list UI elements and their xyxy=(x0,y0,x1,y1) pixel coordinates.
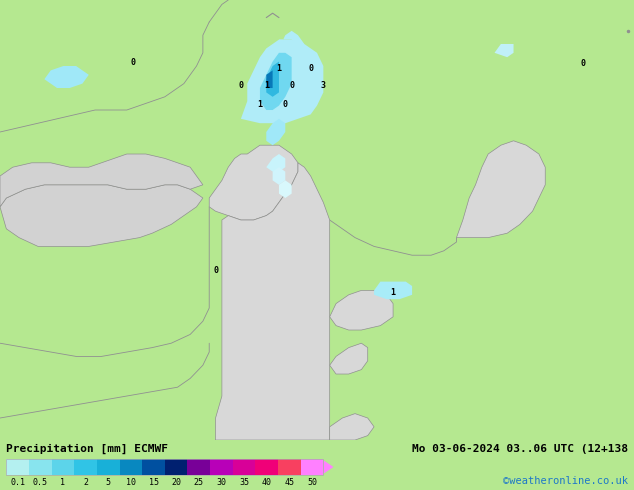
Polygon shape xyxy=(330,414,374,440)
Text: Mo 03-06-2024 03..06 UTC (12+138: Mo 03-06-2024 03..06 UTC (12+138 xyxy=(411,444,628,454)
Polygon shape xyxy=(0,185,203,246)
Bar xyxy=(29,459,51,475)
Text: 0: 0 xyxy=(283,100,288,109)
Polygon shape xyxy=(0,154,203,207)
Bar xyxy=(120,459,142,475)
Polygon shape xyxy=(209,145,298,220)
Text: 0: 0 xyxy=(238,81,243,90)
Text: 0.5: 0.5 xyxy=(33,477,48,487)
Polygon shape xyxy=(374,282,412,299)
Bar xyxy=(74,459,97,475)
Bar xyxy=(51,459,74,475)
Text: 1: 1 xyxy=(276,64,281,73)
Text: 40: 40 xyxy=(262,477,272,487)
Text: 1: 1 xyxy=(60,477,65,487)
Bar xyxy=(256,459,278,475)
Polygon shape xyxy=(279,180,292,198)
Text: 30: 30 xyxy=(216,477,226,487)
Polygon shape xyxy=(279,31,304,49)
Text: 3: 3 xyxy=(321,81,326,90)
Bar xyxy=(97,459,120,475)
Polygon shape xyxy=(273,167,285,185)
Text: 45: 45 xyxy=(285,477,294,487)
Bar xyxy=(165,459,188,475)
Text: 1: 1 xyxy=(391,288,396,297)
Text: 50: 50 xyxy=(307,477,317,487)
FancyArrow shape xyxy=(323,460,333,474)
Text: 0: 0 xyxy=(308,64,313,73)
Text: 10: 10 xyxy=(126,477,136,487)
Polygon shape xyxy=(266,154,285,172)
Text: 25: 25 xyxy=(194,477,204,487)
Text: 1: 1 xyxy=(257,100,262,109)
Text: 0: 0 xyxy=(581,59,586,68)
Polygon shape xyxy=(241,40,323,123)
Bar xyxy=(301,459,323,475)
Polygon shape xyxy=(495,44,514,57)
Text: 15: 15 xyxy=(148,477,158,487)
Text: 2: 2 xyxy=(83,477,88,487)
Polygon shape xyxy=(456,141,545,238)
Bar xyxy=(6,459,29,475)
Polygon shape xyxy=(266,119,285,145)
Text: 20: 20 xyxy=(171,477,181,487)
Text: 0: 0 xyxy=(289,81,294,90)
Text: 5: 5 xyxy=(106,477,111,487)
Text: ©weatheronline.co.uk: ©weatheronline.co.uk xyxy=(503,476,628,486)
Polygon shape xyxy=(44,66,89,88)
Bar xyxy=(210,459,233,475)
Polygon shape xyxy=(216,163,330,440)
Bar xyxy=(188,459,210,475)
Bar xyxy=(278,459,301,475)
Bar xyxy=(6,459,323,475)
Text: 0: 0 xyxy=(131,58,136,67)
Bar xyxy=(142,459,165,475)
Polygon shape xyxy=(330,343,368,374)
Text: 0.1: 0.1 xyxy=(10,477,25,487)
Text: 0: 0 xyxy=(213,266,218,275)
Bar xyxy=(233,459,256,475)
Polygon shape xyxy=(260,53,292,110)
Polygon shape xyxy=(266,62,279,97)
Text: Precipitation [mm] ECMWF: Precipitation [mm] ECMWF xyxy=(6,444,169,454)
Text: 35: 35 xyxy=(239,477,249,487)
Polygon shape xyxy=(330,291,393,330)
Text: 1: 1 xyxy=(264,81,269,90)
Polygon shape xyxy=(266,71,273,88)
